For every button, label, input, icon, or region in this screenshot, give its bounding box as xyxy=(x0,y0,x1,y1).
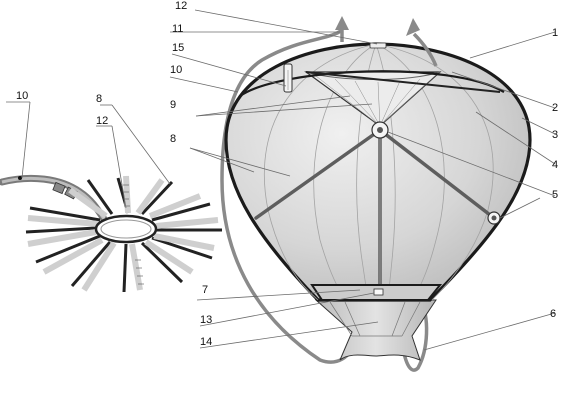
label-12-top: 12 xyxy=(175,0,187,12)
label-10-mid: 10 xyxy=(170,64,182,76)
label-7: 7 xyxy=(202,284,208,296)
label-12-left: 12 xyxy=(96,115,108,127)
frame-spokes xyxy=(25,175,222,293)
skirt xyxy=(314,299,437,361)
label-13: 13 xyxy=(200,314,212,326)
label-2: 2 xyxy=(552,102,558,114)
sensor-box xyxy=(373,288,384,296)
tether-rope-right xyxy=(400,297,429,372)
leader-lines xyxy=(6,9,556,351)
exhaust-arrow-right xyxy=(412,32,438,67)
label-9: 9 xyxy=(170,99,176,111)
label-14: 14 xyxy=(200,336,212,348)
label-8-left: 8 xyxy=(96,93,102,105)
label-3: 3 xyxy=(552,129,558,141)
hose-coupling xyxy=(52,181,66,195)
label-1: 1 xyxy=(552,27,558,39)
label-4: 4 xyxy=(552,159,558,171)
envelope xyxy=(224,42,532,302)
folded-frame-assembly xyxy=(0,174,222,293)
label-11: 11 xyxy=(172,23,183,35)
crown-valve-cap xyxy=(369,42,387,49)
label-8-mid: 8 xyxy=(170,133,176,145)
tether-rope-left xyxy=(220,28,354,364)
callout-labels: 1 2 3 4 5 6 7 8 9 10 11 12 15 13 14 10 8… xyxy=(16,0,558,348)
label-6: 6 xyxy=(550,308,556,320)
label-5: 5 xyxy=(552,189,558,201)
label-10-left: 10 xyxy=(16,90,28,102)
label-15: 15 xyxy=(172,42,184,54)
top-rim xyxy=(239,70,505,97)
balloon xyxy=(220,16,532,372)
